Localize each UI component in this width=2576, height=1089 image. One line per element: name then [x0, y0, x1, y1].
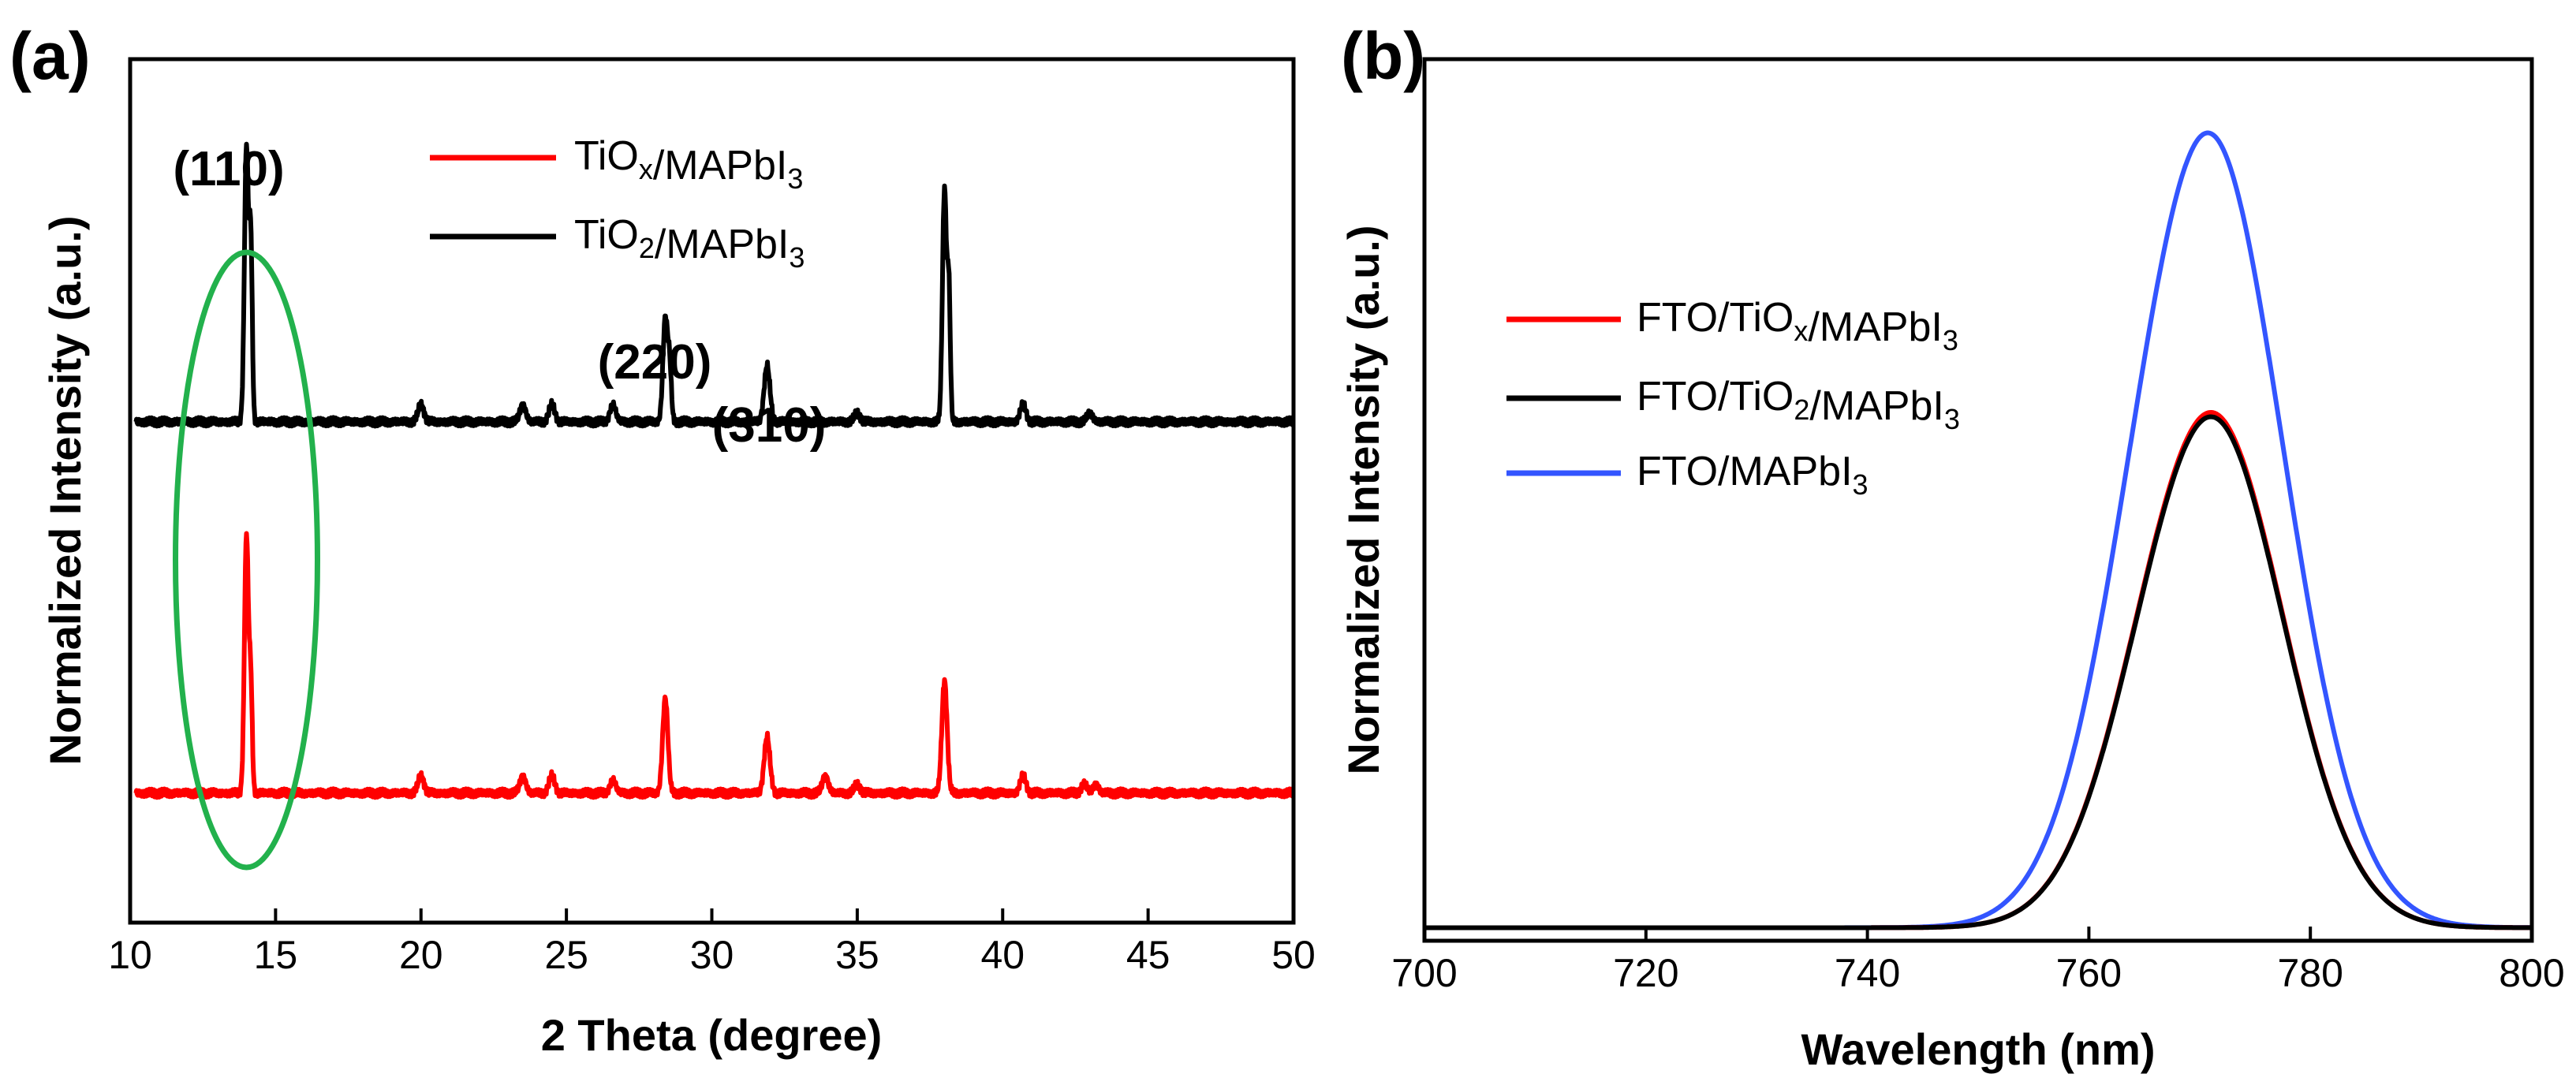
pl-legend-label-1-base: FTO/TiO — [1637, 374, 1794, 420]
pl-legend-label-0-base: FTO/TiO — [1637, 295, 1794, 341]
pl-legend-label-1-sub: 2 — [1794, 393, 1809, 426]
xrd-y-axis-title: Normalized Intensity (a.u.) — [40, 216, 90, 766]
pl-x-tick-label: 760 — [2056, 951, 2122, 995]
xrd-x-tick-label: 50 — [1271, 933, 1316, 977]
pl-x-tick-label: 720 — [1613, 951, 1678, 995]
xrd-legend-label-0-mid: /MAPbI — [653, 143, 788, 188]
xrd-legend-label-1-sub: 2 — [639, 232, 655, 264]
xrd-series-line-tiox — [133, 531, 1296, 800]
xrd-legend-label-1: TiO2/MAPbI3 — [574, 212, 805, 274]
pl-legend-label-2-base: FTO/MAPbI — [1637, 449, 1853, 494]
pl-chart: 700 720 740 760 780 800 Wavelength (nm) Norma… — [1338, 57, 2565, 1074]
highlight-ellipse-110 — [173, 249, 320, 871]
pl-legend-label-0-mid: /MAPbI — [1808, 304, 1943, 350]
xrd-peak-labels: (110) (220)(310) — [173, 142, 826, 453]
xrd-x-tick-label: 40 — [980, 933, 1025, 977]
pl-legend-label-1-sub2: 3 — [1944, 403, 1960, 435]
pl-legend-label-0-sub2: 3 — [1943, 324, 1958, 356]
xrd-x-tick-label: 10 — [108, 933, 152, 977]
pl-x-tick-label: 700 — [1391, 951, 1457, 995]
xrd-legend-label-1-base: TiO — [574, 212, 639, 258]
pl-legend-label-2: FTO/MAPbI3 — [1637, 449, 1869, 501]
xrd-x-tick-label: 30 — [690, 933, 734, 977]
xrd-legend-label-0-sub: x — [639, 153, 653, 185]
pl-x-tick-label: 800 — [2499, 951, 2564, 995]
peak-label-310: (310) — [712, 398, 827, 453]
pl-legend-label-2-sub: 3 — [1853, 468, 1869, 501]
pl-series-group — [1423, 130, 2533, 930]
pl-series-line-tiox — [1423, 410, 2533, 930]
xrd-x-tick-label: 15 — [254, 933, 298, 977]
xrd-chart: 10 15 20 25 30 35 40 45 50 2 Theta (degree) Norm… — [40, 57, 1316, 1060]
pl-x-tick-label: 780 — [2277, 951, 2343, 995]
xrd-series-group — [133, 141, 1296, 800]
xrd-legend-label-0-base: TiO — [574, 133, 639, 179]
pl-y-axis-title: Normalized Intensity (a.u.) — [1338, 226, 1388, 775]
pl-plot-frame — [1422, 57, 2534, 943]
pl-legend-label-1-mid: /MAPbI — [1809, 383, 1944, 429]
pl-x-tick-label: 740 — [1835, 951, 1900, 995]
peak-label-110: (110) — [173, 142, 284, 196]
xrd-legend-label-0-sub2: 3 — [787, 162, 803, 195]
panel-b-label: (b) — [1341, 19, 1425, 93]
xrd-x-tick-label: 20 — [399, 933, 443, 977]
pl-legend-label-0: FTO/TiOx/MAPbI3 — [1637, 295, 1958, 356]
pl-legend-label-0-sub: x — [1794, 315, 1808, 347]
pl-x-axis-title: Wavelength (nm) — [1801, 1024, 2155, 1074]
xrd-legend-label-1-sub2: 3 — [789, 241, 805, 274]
xrd-x-tick-label: 25 — [544, 933, 588, 977]
xrd-x-ticks: 10 15 20 25 30 35 40 45 50 — [108, 908, 1316, 977]
xrd-legend-label-1-mid: /MAPbI — [655, 222, 790, 267]
xrd-x-tick-label: 45 — [1126, 933, 1170, 977]
xrd-series-line-tio2 — [133, 141, 1296, 429]
panel-a-label: (a) — [9, 19, 91, 93]
xrd-x-tick-label: 35 — [835, 933, 879, 977]
xrd-x-axis-title: 2 Theta (degree) — [541, 1010, 883, 1060]
pl-legend-label-1: FTO/TiO2/MAPbI3 — [1637, 374, 1960, 435]
pl-series-line-tio2 — [1423, 414, 2533, 930]
pl-series-line-bare — [1423, 130, 2533, 930]
pl-x-ticks: 700 720 740 760 780 800 — [1391, 927, 2565, 995]
xrd-legend-label-0: TiOx/MAPbI3 — [574, 133, 803, 195]
peak-label-220: (220) — [598, 335, 712, 390]
